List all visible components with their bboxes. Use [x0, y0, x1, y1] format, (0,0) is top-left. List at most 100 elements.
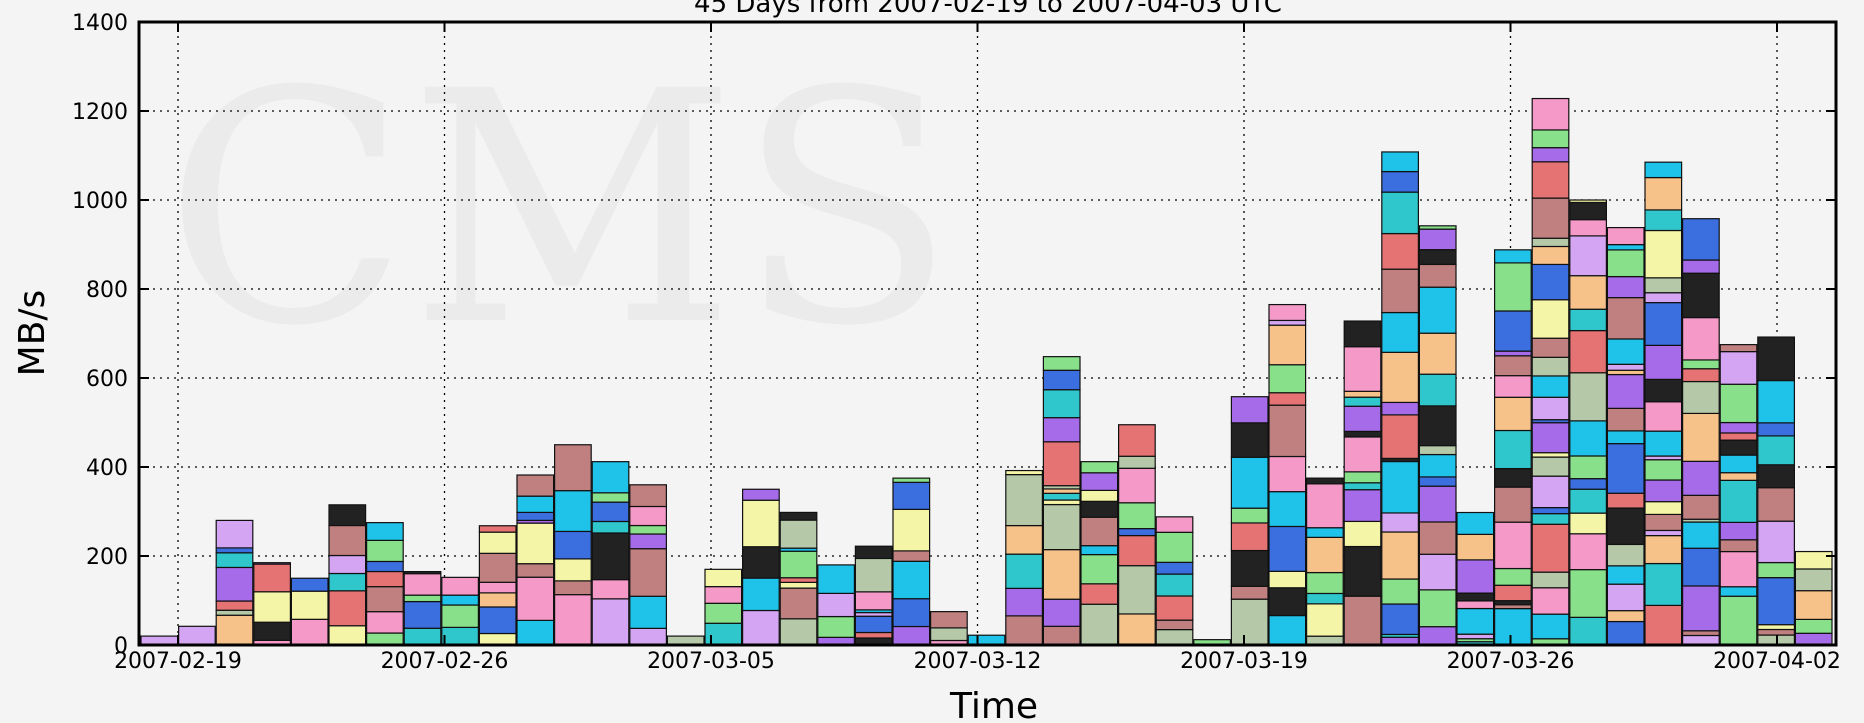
bar-segment	[1042, 369, 1081, 391]
bar-segment	[929, 611, 968, 629]
bar-segment	[892, 477, 931, 483]
bar-2007-03-06	[741, 488, 780, 646]
bar-segment	[1644, 459, 1683, 481]
bar-segment	[591, 532, 630, 581]
bar-segment	[1042, 492, 1081, 501]
x-tick-label: 2007-04-02	[1713, 649, 1841, 674]
bar-segment	[516, 576, 555, 621]
bar-2007-03-03	[629, 484, 667, 646]
axis-ticks	[139, 21, 1836, 646]
bar-segment	[1005, 553, 1043, 589]
bar-segment	[1343, 489, 1382, 523]
bar-segment	[1569, 569, 1608, 618]
y-tick-label: 600	[86, 367, 128, 392]
bar-segment	[1418, 476, 1457, 487]
x-axis-label: Time	[949, 686, 1038, 723]
bar-segment	[553, 558, 592, 582]
bar-segment	[854, 631, 893, 639]
bar-segment	[1531, 299, 1570, 339]
bar-segment	[366, 632, 404, 646]
y-axis-label: MB/s	[12, 290, 53, 377]
bar-segment	[892, 550, 931, 562]
bar-segment	[215, 614, 254, 646]
bar-segment	[1757, 628, 1796, 636]
bar-segment	[1305, 477, 1344, 485]
bar-segment	[1418, 485, 1457, 523]
bar-segment	[1644, 344, 1683, 380]
bar-segment	[1343, 396, 1382, 407]
bar-segment	[1230, 549, 1269, 587]
bar-2007-03-22	[1343, 320, 1382, 646]
bar-segment	[1080, 553, 1119, 585]
bar-segment	[1080, 461, 1119, 474]
bar-2007-04-01	[1719, 344, 1758, 646]
bar-segment	[1418, 249, 1457, 266]
bar-segment	[892, 625, 931, 646]
bar-segment	[1117, 502, 1156, 530]
bar-segment	[1042, 441, 1081, 487]
bar-segment	[215, 609, 254, 616]
bar-segment	[1569, 308, 1608, 332]
bar-segment	[629, 627, 667, 646]
bar-segment	[1268, 491, 1307, 528]
bar-segment	[366, 522, 404, 541]
bar-segment	[892, 598, 931, 628]
bar-segment	[1531, 197, 1570, 239]
bar-segment	[704, 568, 743, 588]
bar-2007-03-11	[929, 611, 968, 646]
bar-segment	[1531, 147, 1570, 163]
y-tick-label: 800	[86, 278, 128, 303]
bar-segment	[1569, 616, 1608, 646]
bar-segment	[1644, 430, 1683, 457]
bar-segment	[929, 627, 968, 642]
bar-segment	[1681, 412, 1720, 462]
bar-segment	[1155, 628, 1194, 646]
bar-segment	[1569, 512, 1608, 535]
bar-segment	[1042, 488, 1081, 494]
bar-segment	[1343, 595, 1382, 646]
bar-segment	[1117, 534, 1156, 567]
bar-segment	[1757, 435, 1796, 466]
bar-segment	[478, 525, 517, 533]
bar-segment	[1644, 161, 1683, 179]
bar-2007-03-17	[1155, 516, 1194, 646]
bar-series	[140, 97, 1833, 646]
bar-segment	[1531, 375, 1570, 398]
bar-segment	[478, 581, 517, 594]
bar-segment	[1268, 364, 1307, 394]
bar-segment	[1719, 539, 1758, 553]
bar-segment	[1719, 586, 1758, 597]
bar-segment	[1381, 401, 1420, 416]
bar-segment	[1268, 587, 1307, 617]
bar-segment	[328, 572, 367, 592]
bar-segment	[1418, 521, 1457, 555]
bar-segment	[1606, 620, 1645, 646]
bar-segment	[1644, 209, 1683, 232]
bar-segment	[1606, 249, 1645, 278]
bar-segment	[516, 511, 555, 521]
bar-segment	[1343, 390, 1382, 398]
bar-segment	[1080, 516, 1119, 547]
bar-segment	[1794, 550, 1833, 570]
bar-segment	[1493, 584, 1532, 602]
bar-segment	[1418, 589, 1457, 628]
bar-segment	[1757, 379, 1796, 424]
bar-segment	[1305, 571, 1344, 595]
bar-segment	[1456, 559, 1495, 594]
bar-segment	[403, 600, 442, 629]
bar-segment	[1230, 585, 1269, 600]
bar-2007-02-28	[516, 474, 555, 646]
bar-segment	[1719, 550, 1758, 588]
bar-segment	[1155, 531, 1194, 563]
bar-segment	[1719, 479, 1758, 523]
bar-segment	[1531, 337, 1570, 358]
bar-segment	[1418, 553, 1457, 591]
bar-segment	[1569, 275, 1608, 310]
bar-segment	[1606, 543, 1645, 567]
bar-2007-03-23	[1381, 151, 1420, 646]
bar-segment	[1155, 573, 1194, 597]
bar-segment	[553, 490, 592, 533]
bar-2007-03-07	[779, 511, 818, 646]
bar-segment	[1268, 319, 1307, 326]
bar-segment	[1644, 562, 1683, 606]
